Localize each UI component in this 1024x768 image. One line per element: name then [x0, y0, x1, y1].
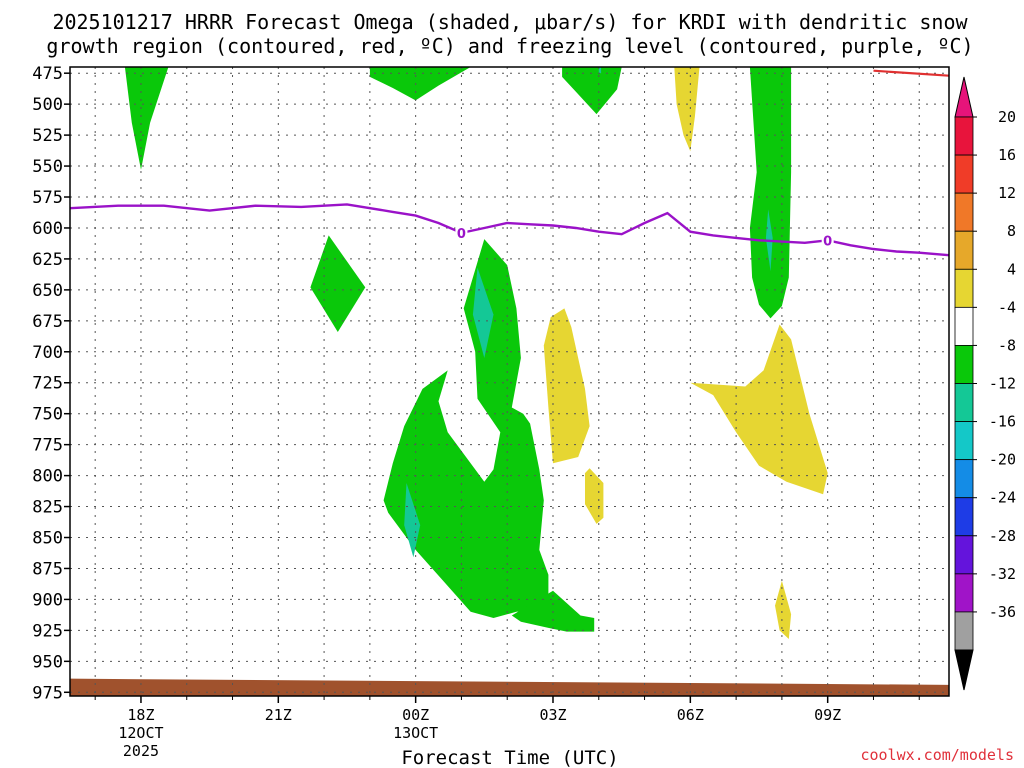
grid-lines	[70, 67, 949, 696]
x-tick-date-00Z: 13OCT	[393, 724, 438, 742]
x-tick-label-09Z: 09Z	[814, 706, 841, 724]
y-tick-label-575: 575	[32, 188, 63, 208]
y-tick-label-900: 900	[32, 590, 63, 610]
x-tick-date-18Z: 12OCT	[118, 724, 163, 742]
y-axis-ticks: 475 500 525 550 575 600 625 650 675 700 725 750 775 8…	[32, 64, 70, 703]
colorbar-segment-0	[954, 116, 974, 156]
colorbar-segment-11	[954, 535, 974, 575]
x-tick-label-00Z: 00Z	[402, 706, 429, 724]
dgz-contour	[873, 69, 949, 77]
y-tick-label-725: 725	[32, 374, 63, 394]
y-tick-label-625: 625	[32, 250, 63, 270]
colorbar-label--36: -36	[989, 603, 1016, 621]
y-tick-label-850: 850	[32, 529, 63, 549]
colorbar-segment-6	[954, 345, 974, 384]
omega-region-14	[690, 324, 828, 495]
y-tick-label-525: 525	[32, 126, 63, 146]
colorbar-label--24: -24	[989, 489, 1016, 507]
chart-title-line-1: 2025101217 HRRR Forecast Omega (shaded, …	[52, 10, 968, 34]
x-tick-label-18Z: 18Z	[127, 706, 154, 724]
colorbar-segment-4	[954, 268, 974, 308]
colorbar-label--12: -12	[989, 375, 1016, 393]
y-tick-label-475: 475	[32, 64, 63, 84]
x-tick-year-18Z: 2025	[123, 742, 159, 760]
omega-region-10	[598, 67, 602, 74]
colorbar-label-16: 16	[998, 146, 1016, 164]
colorbar-top-arrow	[954, 76, 974, 118]
x-axis-label: Forecast Time (UTC)	[401, 747, 618, 768]
x-tick-label-03Z: 03Z	[539, 706, 566, 724]
y-tick-label-675: 675	[32, 312, 63, 332]
credit-text[interactable]: coolwx.com/models	[860, 746, 1014, 764]
colorbar-label--32: -32	[989, 565, 1016, 583]
ground-layer	[70, 678, 949, 696]
colorbar-label-12: 12	[998, 184, 1016, 202]
ground-surface	[70, 678, 949, 696]
colorbar-label-4: 4	[1007, 260, 1016, 278]
y-tick-label-775: 775	[32, 436, 63, 456]
colorbar-segment-1	[954, 154, 974, 194]
colorbar-label--8: -8	[998, 336, 1016, 354]
plot-frame	[69, 66, 950, 697]
omega-region-0	[124, 67, 169, 170]
colorbar-label-8: 8	[1007, 222, 1016, 240]
y-tick-label-700: 700	[32, 343, 63, 363]
omega-region-15	[775, 580, 792, 639]
y-tick-label-925: 925	[32, 621, 63, 641]
freezing-level-label-0: 0	[457, 227, 466, 242]
y-tick-label-500: 500	[32, 95, 63, 115]
colorbar-bottom-arrow	[954, 649, 974, 691]
omega-region-8	[404, 483, 421, 558]
colorbar-segment-10	[954, 497, 974, 537]
colorbar-label--20: -20	[989, 451, 1016, 469]
omega-region-13	[585, 468, 604, 524]
colorbar-segment-2	[954, 192, 974, 232]
colorbar-label-20: 20	[998, 108, 1016, 126]
y-tick-label-750: 750	[32, 405, 63, 425]
colorbar-label--4: -4	[998, 298, 1016, 316]
freezing-label-bg	[821, 232, 834, 249]
x-tick-label-06Z: 06Z	[677, 706, 704, 724]
colorbar-segment-8	[954, 421, 974, 461]
omega-region-11	[674, 67, 700, 152]
freezing-level-label-1: 0	[823, 234, 832, 249]
y-tick-label-550: 550	[32, 157, 63, 177]
colorbar-segment-7	[954, 383, 974, 422]
x-tick-label-21Z: 21Z	[265, 706, 292, 724]
omega-region-2	[562, 67, 622, 115]
y-tick-label-800: 800	[32, 467, 63, 487]
omega-region-12	[543, 308, 590, 464]
y-tick-label-650: 650	[32, 281, 63, 301]
y-tick-label-975: 975	[32, 683, 63, 703]
freezing-label-bg	[455, 224, 468, 241]
colorbar-segment-3	[954, 230, 974, 270]
colorbar-segment-13	[954, 611, 974, 651]
colorbar-segment-9	[954, 459, 974, 499]
omega-region-1	[369, 67, 471, 101]
omega-region-3	[749, 67, 792, 319]
colorbar-label--28: -28	[989, 527, 1016, 545]
colorbar: 20 16 12 8 4 -4 -8 -12 -16 -20 -24 -28 -32 -36	[954, 76, 1016, 691]
y-tick-label-600: 600	[32, 219, 63, 239]
colorbar-label--16: -16	[989, 413, 1016, 431]
y-tick-label-950: 950	[32, 652, 63, 672]
colorbar-segment-5	[954, 306, 974, 346]
y-tick-label-825: 825	[32, 498, 63, 518]
y-tick-label-875: 875	[32, 559, 63, 579]
chart-title-line-2: growth region (contoured, red, ºC) and f…	[46, 34, 973, 58]
colorbar-segment-12	[954, 573, 974, 613]
